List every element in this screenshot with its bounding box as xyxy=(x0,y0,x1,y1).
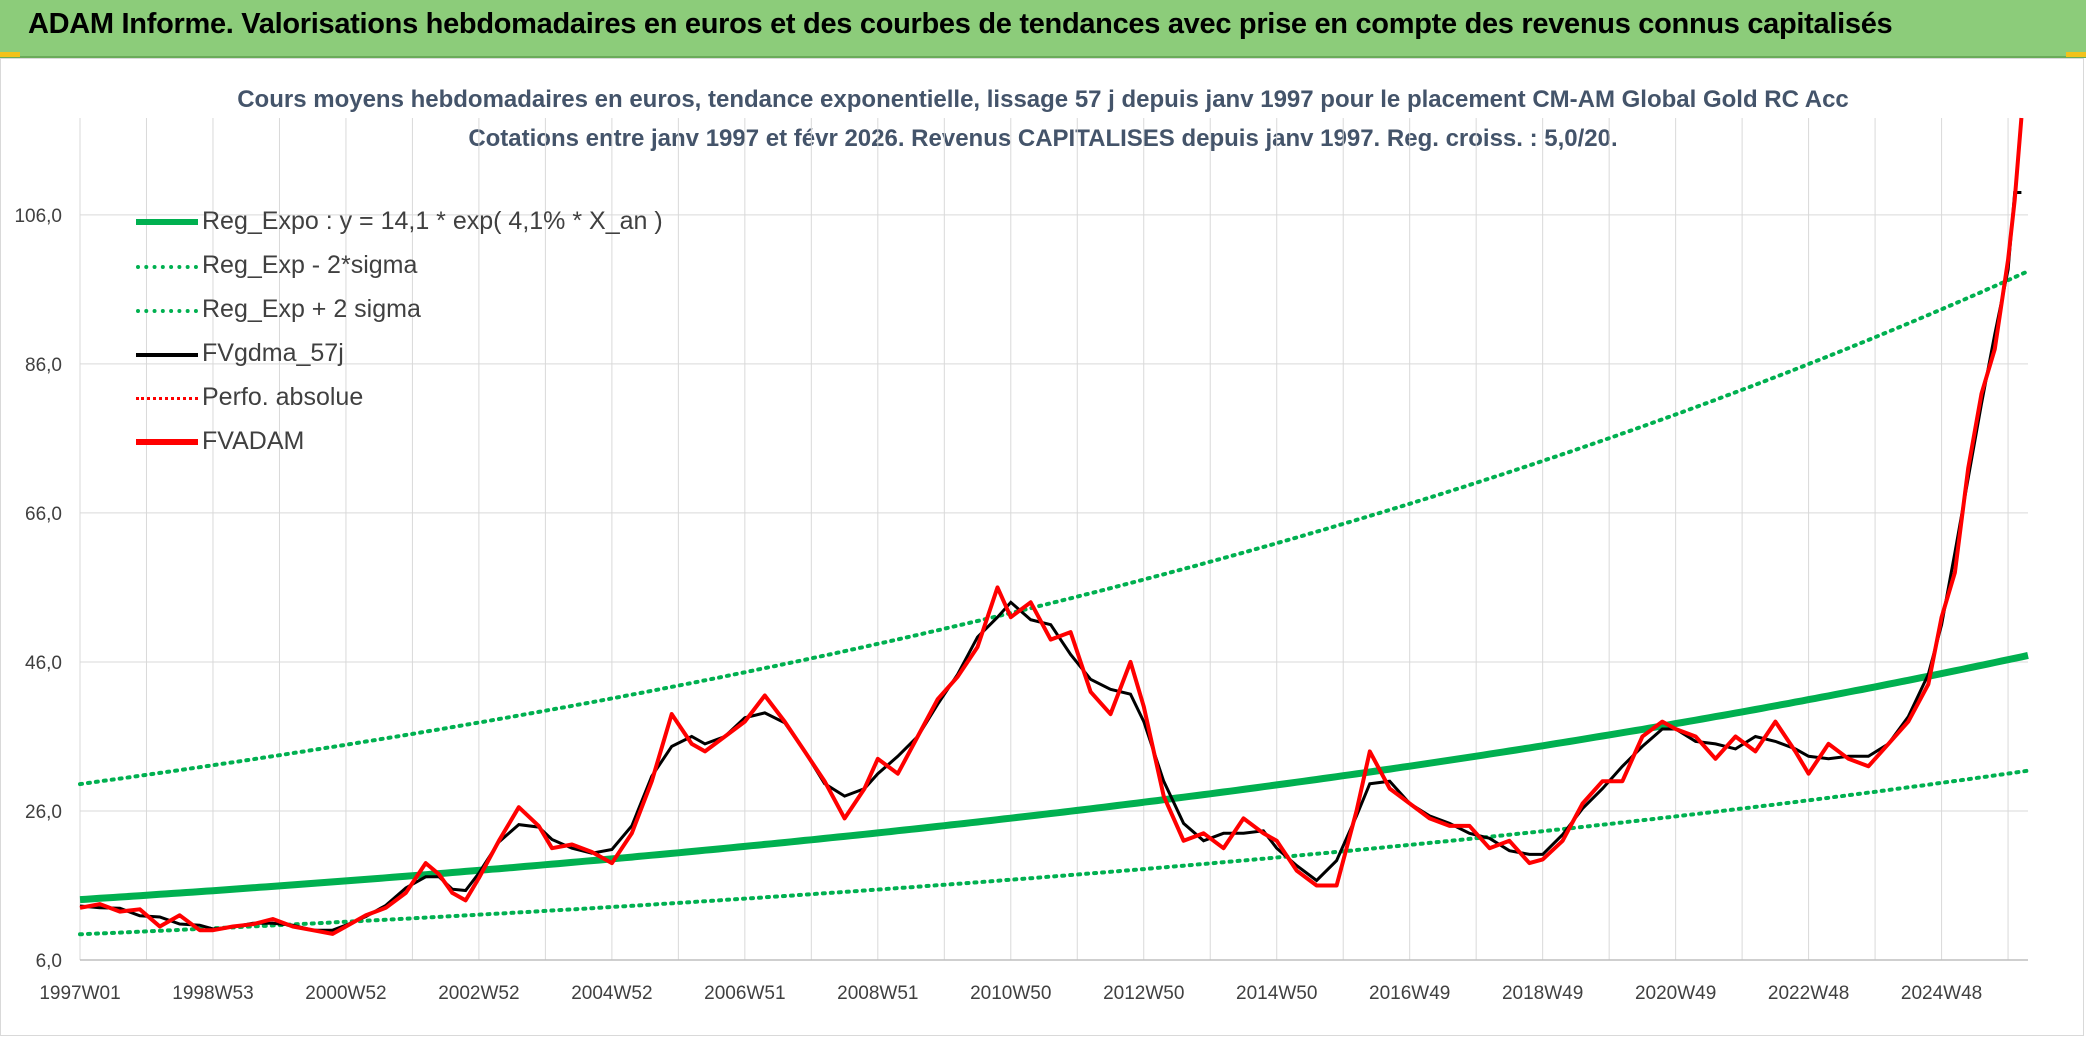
fvgdma-57j-line xyxy=(79,191,2022,932)
x-tick-label: 2014W50 xyxy=(1236,983,1317,1004)
reg-minus-2sigma-line xyxy=(78,768,2030,937)
legend-item-reg-plus: Reg_Exp + 2 sigma xyxy=(136,291,696,335)
reg-expo-line xyxy=(79,651,2029,904)
x-tick-label: 2018W49 xyxy=(1502,983,1583,1004)
legend-swatch-solid-green xyxy=(136,219,198,225)
legend-item-reg-expo: Reg_Expo : y = 14,1 * exp( 4,1% * X_an ) xyxy=(136,203,696,247)
x-tick-label: 1997W01 xyxy=(39,983,120,1004)
legend-label: FVgdma_57j xyxy=(202,339,344,367)
chart-legend: Reg_Expo : y = 14,1 * exp( 4,1% * X_an )… xyxy=(136,203,696,467)
legend-label: Perfo. absolue xyxy=(202,383,364,411)
fvadam-line xyxy=(79,117,2024,936)
x-tick-label: 2004W52 xyxy=(571,983,652,1004)
legend-swatch-solid-black xyxy=(136,353,198,357)
banner-corner-accent-left xyxy=(0,52,20,57)
y-tick-label: 6,0 xyxy=(36,951,62,972)
legend-label: Reg_Expo : y = 14,1 * exp( 4,1% * X_an ) xyxy=(202,207,663,235)
reg-plus-2sigma-line xyxy=(78,269,2030,787)
y-tick-label: 26,0 xyxy=(25,802,62,823)
x-tick-label: 2020W49 xyxy=(1635,983,1716,1004)
legend-label: Reg_Exp + 2 sigma xyxy=(202,295,421,323)
legend-item-fvadam: FVADAM xyxy=(136,423,696,467)
banner-corner-accent-right xyxy=(2066,52,2086,57)
x-tick-label: 2012W50 xyxy=(1103,983,1184,1004)
legend-swatch-solid-red xyxy=(136,439,198,445)
x-tick-label: 2008W51 xyxy=(837,983,918,1004)
y-tick-label: 86,0 xyxy=(25,355,62,376)
x-tick-label: 2000W52 xyxy=(305,983,386,1004)
legend-label: FVADAM xyxy=(202,427,305,455)
x-tick-label: 1998W53 xyxy=(172,983,253,1004)
x-tick-label: 2024W48 xyxy=(1901,983,1982,1004)
report-title: ADAM Informe. Valorisations hebdomadaire… xyxy=(28,8,1893,40)
y-tick-label: 46,0 xyxy=(25,653,62,674)
x-tick-label: 2010W50 xyxy=(970,983,1051,1004)
chart-title: Cours moyens hebdomadaires en euros, ten… xyxy=(237,86,1849,113)
chart-frame xyxy=(0,58,2084,1036)
x-tick-label: 2006W51 xyxy=(704,983,785,1004)
legend-label: Reg_Exp - 2*sigma xyxy=(202,251,418,279)
legend-item-perfo: Perfo. absolue xyxy=(136,379,696,423)
legend-swatch-dotted-green xyxy=(136,265,198,269)
report-banner xyxy=(0,0,2086,58)
x-tick-label: 2002W52 xyxy=(438,983,519,1004)
x-tick-label: 2016W49 xyxy=(1369,983,1450,1004)
y-tick-label: 66,0 xyxy=(25,504,62,525)
x-tick-label: 2022W48 xyxy=(1768,983,1849,1004)
legend-swatch-dotted-red xyxy=(136,397,198,400)
y-tick-label: 106,0 xyxy=(14,206,62,227)
chart-subtitle: Cotations entre janv 1997 et févr 2026. … xyxy=(468,125,1618,152)
legend-item-fvgdma: FVgdma_57j xyxy=(136,335,696,379)
legend-item-reg-minus: Reg_Exp - 2*sigma xyxy=(136,247,696,291)
legend-swatch-dotted-green xyxy=(136,309,198,313)
